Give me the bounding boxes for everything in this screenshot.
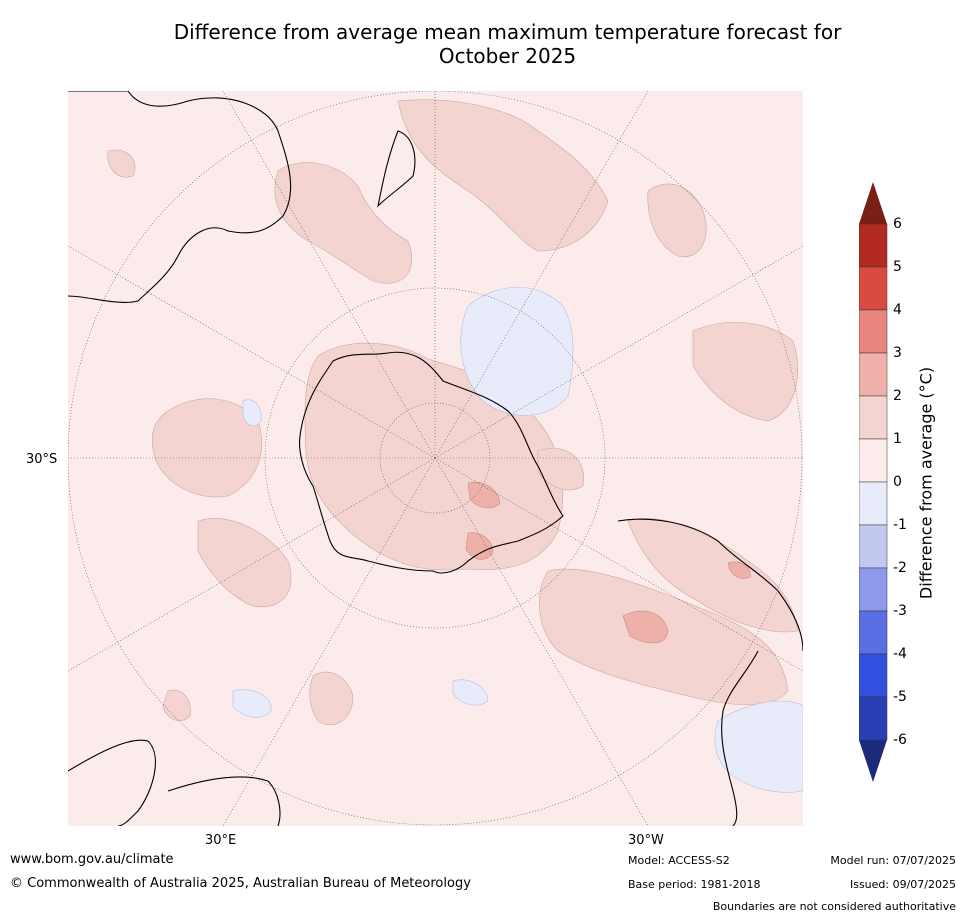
new-zealand-coastline bbox=[377, 130, 416, 208]
anomaly-negative-patch bbox=[232, 689, 272, 718]
anomaly-negative-patch bbox=[714, 700, 803, 793]
colorbar-tick: -3 bbox=[893, 603, 907, 619]
colorbar-swatch bbox=[859, 395, 888, 440]
anomaly-patch bbox=[537, 448, 585, 491]
issued-date: Issued: 09/07/2025 bbox=[849, 878, 956, 891]
anomaly-minus1-regions bbox=[232, 287, 803, 793]
colorbar-swatch bbox=[859, 309, 888, 354]
colorbar-swatch bbox=[859, 567, 888, 612]
colorbar-tick: 0 bbox=[893, 474, 902, 490]
anomaly-negative-patch bbox=[460, 287, 574, 416]
colorbar-tick: 2 bbox=[893, 388, 902, 404]
australia-coastline bbox=[68, 91, 292, 303]
model-run-date: Model run: 07/07/2025 bbox=[830, 854, 956, 867]
colorbar-tick: 5 bbox=[893, 259, 902, 275]
colorbar-tick: 6 bbox=[893, 216, 902, 232]
colorbar: 6 5 4 3 2 1 0 -1 -2 -3 -4 -5 -6 bbox=[855, 180, 965, 790]
colorbar-label: Difference from average (°C) bbox=[916, 366, 936, 600]
map-title: Difference from average mean maximum tem… bbox=[60, 20, 955, 68]
polar-map bbox=[68, 91, 803, 826]
anomaly-patch bbox=[162, 689, 191, 721]
anomaly-patch bbox=[627, 518, 799, 633]
colorbar-swatch bbox=[859, 352, 888, 397]
copyright-text: © Commonwealth of Australia 2025, Austra… bbox=[10, 876, 471, 891]
graticule-circle bbox=[264, 287, 606, 629]
anomaly-patch bbox=[309, 671, 354, 726]
anomaly-patch bbox=[622, 610, 669, 644]
colorbar-arrow-top bbox=[859, 182, 887, 224]
colorbar-swatch bbox=[859, 266, 888, 311]
colorbar-tick: 3 bbox=[893, 345, 902, 361]
coastlines bbox=[68, 91, 803, 826]
colorbar-tick: -5 bbox=[893, 689, 907, 705]
longitude-label-west: 30°W bbox=[628, 833, 664, 848]
africa-coastline bbox=[68, 739, 281, 826]
anomaly-plus2-regions bbox=[465, 481, 751, 644]
anomaly-patch bbox=[197, 518, 292, 608]
colorbar-swatch bbox=[859, 653, 888, 698]
colorbar-swatch bbox=[859, 696, 888, 741]
colorbar-swatch bbox=[859, 524, 888, 569]
graticule-meridian bbox=[222, 457, 436, 826]
colorbar-tick: -2 bbox=[893, 560, 907, 576]
colorbar-tick: -4 bbox=[893, 646, 907, 662]
anomaly-patch bbox=[727, 561, 751, 579]
graticule-meridian bbox=[434, 457, 803, 672]
south-america-coastline bbox=[617, 518, 803, 826]
colorbar-tick: -1 bbox=[893, 517, 907, 533]
graticule-meridian bbox=[434, 457, 649, 826]
title-line-2: October 2025 bbox=[438, 44, 577, 68]
colorbar-swatch bbox=[859, 223, 888, 268]
colorbar-swatch bbox=[859, 438, 888, 483]
anomaly-patch bbox=[647, 183, 707, 258]
anomaly-plus1-regions bbox=[107, 99, 799, 726]
colorbar-tick: 4 bbox=[893, 302, 902, 318]
colorbar-tick: 1 bbox=[893, 431, 902, 447]
latitude-label: 30°S bbox=[26, 452, 58, 467]
colorbar-scale bbox=[859, 182, 888, 782]
graticule bbox=[68, 91, 803, 826]
anomaly-negative-patch bbox=[242, 399, 262, 426]
boundary-disclaimer: Boundaries are not considered authoritat… bbox=[712, 900, 956, 913]
colorbar-tick: -6 bbox=[893, 732, 907, 748]
anomaly-patch bbox=[107, 149, 136, 178]
anomaly-patch bbox=[397, 99, 609, 252]
title-line-1: Difference from average mean maximum tem… bbox=[173, 20, 842, 44]
anomaly-patch bbox=[152, 398, 262, 498]
anomaly-patch bbox=[692, 322, 798, 422]
colorbar-swatch bbox=[859, 610, 888, 655]
anomaly-patch bbox=[467, 481, 501, 509]
anomaly-patch bbox=[274, 162, 412, 284]
antarctica-coastline bbox=[299, 351, 564, 574]
model-name: Model: ACCESS-S2 bbox=[628, 854, 730, 867]
colorbar-swatch bbox=[859, 481, 888, 526]
longitude-label-east: 30°E bbox=[205, 833, 237, 848]
website-link[interactable]: www.bom.gov.au/climate bbox=[10, 852, 174, 867]
anomaly-negative-patch bbox=[452, 679, 489, 706]
base-period: Base period: 1981-2018 bbox=[628, 878, 761, 891]
colorbar-arrow-bottom bbox=[859, 740, 887, 782]
